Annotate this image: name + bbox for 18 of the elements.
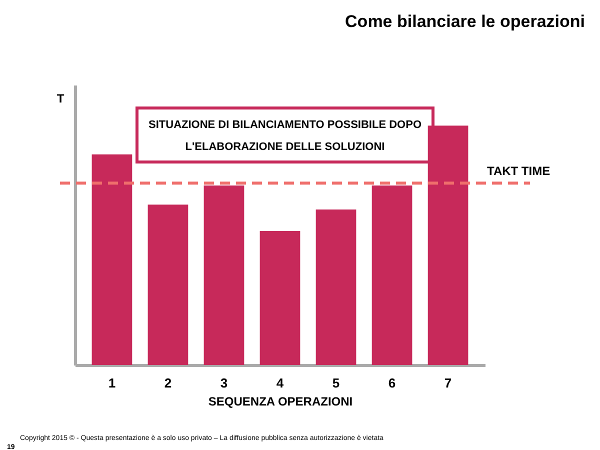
x-tick-label: 1 bbox=[108, 376, 116, 390]
chart-title: Come bilanciare le operazioni bbox=[345, 12, 585, 31]
x-tick-label: 5 bbox=[332, 376, 340, 390]
x-tick-label: 7 bbox=[444, 376, 452, 390]
x-tick-label: 3 bbox=[220, 376, 228, 390]
y-axis-title: T bbox=[56, 92, 65, 106]
x-tick-label: 4 bbox=[276, 376, 284, 390]
bar bbox=[92, 154, 132, 365]
x-tick-label: 2 bbox=[164, 376, 172, 390]
x-tick-label: 6 bbox=[388, 376, 396, 390]
bar bbox=[316, 209, 356, 365]
bar bbox=[260, 230, 300, 365]
annotation: SITUAZIONE DI BILANCIAMENTO POSSIBILE DOPO L'ELABORAZIONE DELLE SOLUZIONI bbox=[148, 119, 422, 153]
ref-line-label: TAKT TIME bbox=[487, 164, 550, 178]
bar bbox=[148, 204, 188, 365]
x-axis-title: SEQUENZA OPERAZIONI bbox=[208, 394, 353, 408]
bar bbox=[372, 186, 412, 365]
bar bbox=[204, 186, 244, 365]
